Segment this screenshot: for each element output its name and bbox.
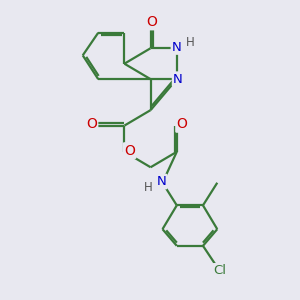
Text: H: H xyxy=(144,182,153,194)
Text: N: N xyxy=(173,73,183,86)
Text: Cl: Cl xyxy=(214,264,226,277)
Text: H: H xyxy=(185,37,194,50)
Text: O: O xyxy=(177,117,188,131)
Text: O: O xyxy=(86,117,97,131)
Text: N: N xyxy=(172,40,182,53)
Text: O: O xyxy=(124,144,135,158)
Text: O: O xyxy=(146,15,157,29)
Text: N: N xyxy=(156,175,166,188)
